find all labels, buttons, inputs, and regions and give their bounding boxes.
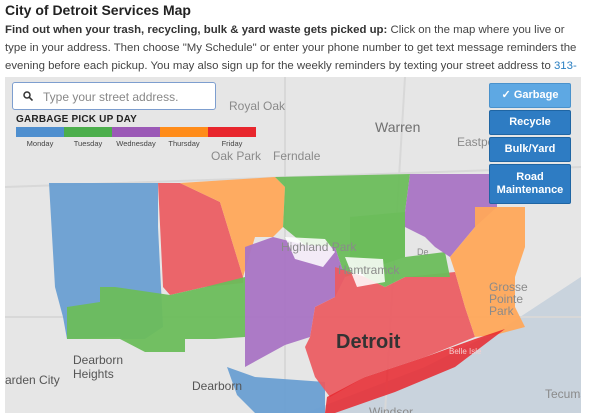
label-eastpointe: Eastpo [457,135,495,149]
label-dearborn: Dearborn [192,379,243,393]
label-ferndale: Ferndale [273,149,321,163]
label-garden-city: arden City [5,373,60,387]
page-title: City of Detroit Services Map [5,2,191,18]
intro-text: Find out when your trash, recycling, bul… [5,21,583,93]
label-hamtramck: Hamtramck [338,263,400,277]
lake-water [505,277,581,327]
legend-label-monday: Monday [26,139,54,148]
address-search[interactable] [12,82,216,110]
zone-friday-center[interactable] [305,267,475,397]
legend-bar-wednesday [112,127,160,137]
legend-item-friday: Friday [208,127,256,148]
legend-swatches: Monday Tuesday Wednesday Thursday Friday [16,127,258,148]
legend-item-thursday: Thursday [160,127,208,148]
garbage-layer-button[interactable]: ✓ Garbage [489,83,571,108]
legend-item-wednesday: Wednesday [112,127,160,148]
zone-friday-west[interactable] [158,183,243,295]
label-highland-park: Highland Park [281,240,357,254]
label-dearborn-heights: Dearborn Heights [73,353,124,381]
river-water [305,277,581,413]
label-oak-park: Oak Park [211,149,262,163]
label-detroit: Detroit [336,331,401,353]
legend-item-tuesday: Tuesday [64,127,112,148]
zone-friday-riverfront[interactable] [325,329,505,413]
enclave-hamtramck [345,257,385,287]
legend-label-wednesday: Wednesday [116,139,156,148]
enclave-highland-park [285,237,335,267]
road-maintenance-layer-button[interactable]: Road Maintenance [489,164,571,204]
legend-bar-thursday [160,127,208,137]
search-input[interactable] [41,86,215,108]
label-windsor: Windsor [369,405,414,413]
intro-bold: Find out when your trash, recycling, bul… [5,24,388,36]
legend-bar-friday [208,127,256,137]
zone-thursday-north[interactable] [180,177,285,277]
bulk-yard-layer-button[interactable]: Bulk/Yard [489,137,571,162]
legend-bar-monday [16,127,64,137]
recycle-layer-button[interactable]: Recycle [489,110,571,135]
zone-monday-south[interactable] [227,367,325,413]
label-grosse-pointe-park: Grosse Pointe Park [489,280,528,318]
zone-tuesday-west[interactable] [67,277,245,352]
zone-wednesday-east[interactable] [405,174,497,257]
label-tecumseh: Tecums [545,387,581,401]
zone-thursday-east[interactable] [450,207,525,337]
layer-buttons: ✓ Garbage Recycle Bulk/Yard Road Mainten… [489,83,571,206]
legend: GARBAGE PICK UP DAY Monday Tuesday Wedne… [16,114,258,148]
services-map[interactable]: Royal Oak Warren Eastpo Oak Park Ferndal… [5,77,581,413]
legend-label-friday: Friday [221,139,243,148]
intro-body: Click on the map where you live or type … [5,24,577,72]
legend-label-tuesday: Tuesday [73,139,103,148]
legend-bar-tuesday [64,127,112,137]
legend-title: GARBAGE PICK UP DAY [16,114,138,125]
legend-label-thursday: Thursday [168,139,200,148]
map-canvas[interactable] [5,77,581,413]
label-warren: Warren [375,119,421,135]
label-royal-oak: Royal Oak [229,99,286,113]
legend-item-monday: Monday [16,127,64,148]
zone-wednesday-center[interactable] [245,237,345,367]
label-de: De [417,247,429,257]
label-belle-isle: Belle Isle [449,347,482,356]
search-icon [23,91,33,101]
